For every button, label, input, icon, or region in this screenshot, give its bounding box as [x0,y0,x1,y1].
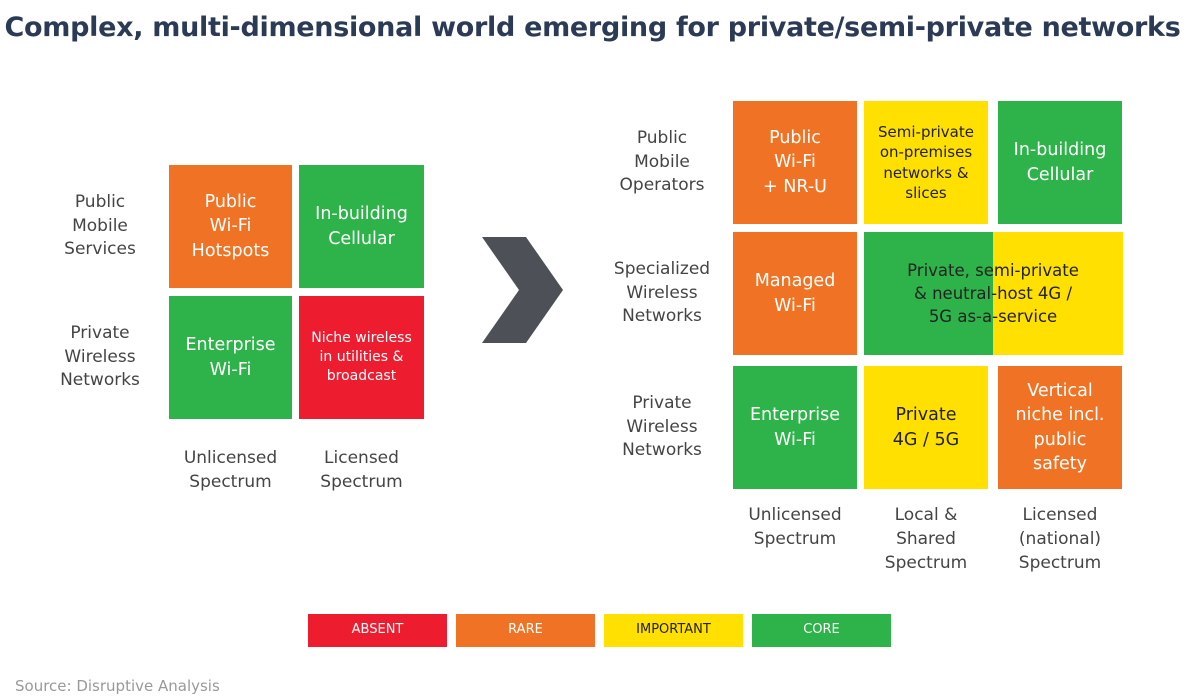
cell: Semi-private on-premises networks & slic… [864,101,988,224]
row-label: Private Wireless Networks [60,322,140,391]
cell: Vertical niche incl. public safety [998,366,1122,489]
cell-background [993,232,1123,355]
row-label: Public Mobile Operators [619,127,705,196]
cell: Public Wi-Fi Hotspots [169,165,292,288]
row-label: Private Wireless Networks [622,392,702,461]
column-label: Licensed Spectrum [320,448,403,492]
cell: Private 4G / 5G [864,366,988,489]
cell: Enterprise Wi-Fi [733,366,857,489]
source: Source: Disruptive Analysis [15,677,220,695]
cell: In-building Cellular [998,101,1122,224]
legend-item: IMPORTANT [604,614,743,647]
cell: Enterprise Wi-Fi [169,296,292,419]
column-label: Local & Shared Spectrum [884,505,968,573]
title: Complex, multi-dimensional world emergin… [4,12,1181,43]
column-label: Licensed (national) Spectrum [1018,505,1102,573]
arrow [482,237,563,343]
row-label: Public Mobile Services [64,191,136,260]
cell: Niche wireless in utilities & broadcast [299,296,424,419]
legend-item: RARE [456,614,595,647]
cell: Public Wi-Fi + NR-U [733,101,857,224]
cell-text: Private, semi-private & neutral-host 4G … [907,260,1079,327]
cell: In-building Cellular [299,165,424,288]
cell: Managed Wi-Fi [733,232,857,355]
column-label: Unlicensed Spectrum [748,505,842,549]
legend-item: CORE [752,614,891,647]
column-label: Unlicensed Spectrum [183,448,278,492]
cell-background [864,232,994,355]
legend-item: ABSENT [308,614,447,647]
row-label: Specialized Wireless Networks [613,258,711,327]
